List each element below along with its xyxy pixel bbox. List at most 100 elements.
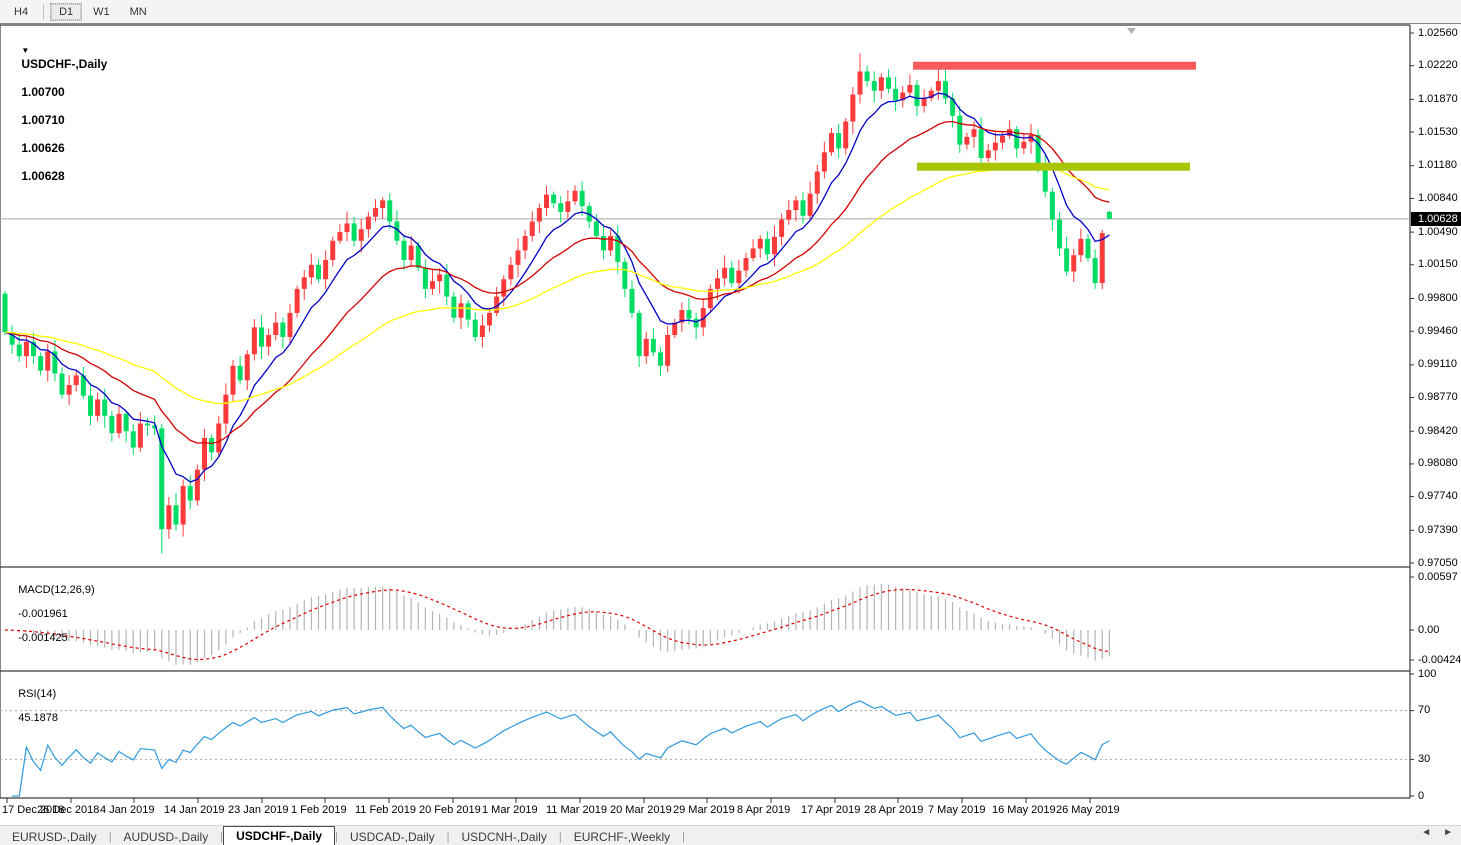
resistance-level[interactable] (913, 61, 1196, 70)
tab-scroll-left-icon[interactable]: ◄ (1421, 827, 1432, 838)
candle (2, 293, 8, 333)
candle (159, 428, 165, 530)
candle (650, 338, 656, 353)
candle (544, 194, 549, 209)
candle (408, 245, 414, 261)
support-level[interactable] (917, 162, 1190, 171)
candle (1021, 141, 1027, 149)
ohlc-close: 1.00628 (21, 169, 65, 183)
candle (857, 71, 863, 95)
candle (251, 327, 257, 355)
macd-name: MACD(12,26,9) (18, 584, 95, 596)
toolbar-separator (43, 3, 45, 20)
candle (365, 216, 371, 230)
chart-tab-eurusd[interactable]: EURUSD-,Daily (12, 830, 97, 844)
candle (943, 81, 948, 99)
rsi-axis-label: 70 (1418, 704, 1431, 717)
candle (515, 250, 521, 265)
candle (886, 77, 891, 89)
candle (1078, 238, 1084, 256)
timeframe-button-d1[interactable]: D1 (50, 2, 83, 21)
candle (1035, 134, 1041, 164)
ohlc-low: 1.00626 (21, 141, 65, 155)
candle (479, 325, 485, 337)
candle (444, 274, 450, 297)
tab-separator: | (682, 831, 686, 843)
chart-tab-usdchf[interactable]: USDCHF-,Daily (223, 826, 336, 845)
candle (152, 425, 158, 429)
tab-scroll-right-icon[interactable]: ► (1443, 827, 1453, 838)
candle (957, 115, 963, 145)
candle (629, 288, 635, 313)
date-axis-label: 14 Jan 2019 (164, 804, 225, 816)
candle (921, 98, 927, 107)
candle (608, 235, 614, 251)
candle (679, 310, 685, 323)
price-axis-label: 0.98770 (1418, 391, 1458, 404)
symbol-timeframe-label: USDCHF-,Daily (21, 57, 108, 71)
timeframe-button-mn[interactable]: MN (129, 5, 147, 18)
candle (137, 423, 143, 448)
candle (686, 310, 692, 319)
candle (66, 385, 72, 395)
candle (1106, 211, 1112, 219)
candle (893, 88, 899, 101)
timeframe-button-w1[interactable]: W1 (93, 5, 110, 18)
price-axis-label: 0.98420 (1418, 424, 1458, 437)
candle (95, 399, 101, 416)
candle (301, 277, 307, 289)
chart-tab-usdcad[interactable]: USDCAD-,Daily (349, 830, 435, 844)
candle (102, 399, 108, 416)
chart-tab-eurchf[interactable]: EURCHF-,Weekly (573, 830, 671, 844)
date-axis-label: 26 Dec 2018 (37, 804, 100, 816)
candle (900, 92, 906, 101)
tab-separator: | (220, 831, 224, 843)
candle (45, 351, 51, 371)
date-axis-label: 11 Feb 2019 (355, 804, 416, 816)
candle (971, 129, 977, 137)
candle (487, 312, 492, 326)
candle (779, 219, 785, 237)
slow-ma-line (4, 163, 1110, 405)
candle (964, 136, 970, 145)
candle (330, 240, 336, 261)
date-axis-label: 7 May 2019 (928, 804, 986, 816)
candle (458, 303, 464, 318)
candle (494, 296, 500, 313)
tab-separator: | (108, 831, 112, 843)
candle (237, 365, 243, 381)
candle (116, 413, 122, 434)
candle (1042, 163, 1048, 192)
price-axis-label: 1.02560 (1418, 26, 1458, 39)
candle (52, 351, 58, 374)
rsi-axis-label: 100 (1418, 667, 1437, 680)
rsi-line (12, 700, 1110, 797)
candle (814, 171, 820, 194)
candle (836, 133, 842, 149)
rsi-indicator-label: RSI(14) 45.1878 (6, 676, 58, 736)
candle (1099, 233, 1105, 284)
candle (323, 260, 329, 280)
candle (16, 344, 22, 357)
candle (316, 264, 321, 280)
chart-tab-usdcnh[interactable]: USDCNH-,Daily (461, 830, 547, 844)
chart-tab-audusd[interactable]: AUDUSD-,Daily (123, 830, 209, 844)
macd-axis-label: 0.00597 (1418, 570, 1458, 583)
date-axis-label: 29 Mar 2019 (673, 804, 735, 816)
rsi-axis-label: 0 (1418, 789, 1425, 802)
candle (914, 84, 920, 107)
scroll-to-end-icon[interactable] (1127, 28, 1136, 34)
timeframe-button-h4[interactable]: H4 (14, 5, 29, 18)
candle (1057, 219, 1062, 249)
ohlc-open: 1.00700 (21, 85, 65, 99)
candle (821, 152, 827, 172)
candle (985, 150, 991, 159)
candle (501, 279, 507, 297)
candle (1007, 129, 1013, 136)
collapse-chart-icon[interactable]: ▼ (21, 46, 30, 55)
date-axis-label: 4 Jan 2019 (100, 804, 155, 816)
candle (764, 238, 770, 255)
date-axis-label: 8 Apr 2019 (737, 804, 791, 816)
candle (772, 236, 777, 255)
